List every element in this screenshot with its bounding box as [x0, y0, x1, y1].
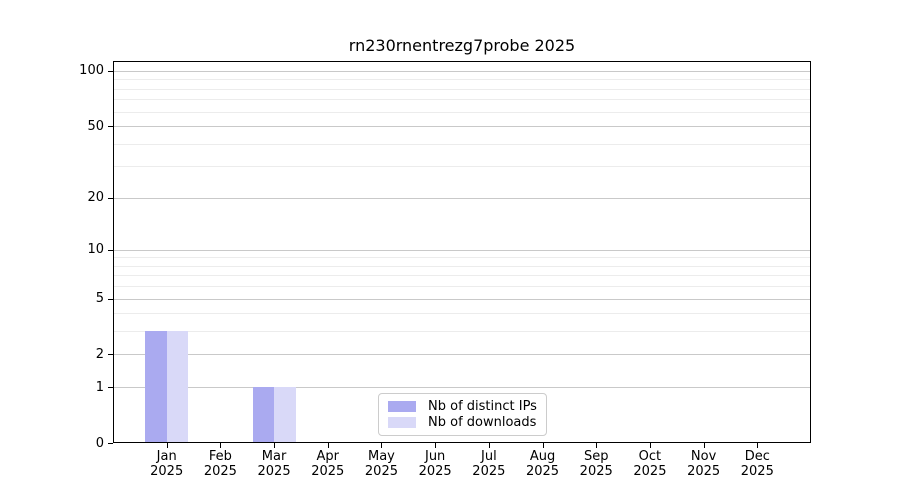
gridline-minor-8 [113, 265, 811, 267]
gridline-major-1 [113, 387, 811, 389]
y-tick-2 [108, 354, 113, 356]
x-tick-label-sep: Sep 2025 [579, 449, 613, 479]
legend-swatch-distinct-ips [388, 401, 416, 412]
gridline-minor-30 [113, 166, 811, 168]
gridline-minor-90 [113, 79, 811, 81]
gridline-minor-4 [113, 313, 811, 315]
gridline-major-50 [113, 126, 811, 128]
gridline-minor-80 [113, 88, 811, 90]
y-tick-label-1: 1 [95, 379, 104, 395]
gridline-major-10 [113, 249, 811, 251]
bar-downloads-mar [274, 387, 296, 443]
gridline-major-20 [113, 197, 811, 199]
bar-distinct-ips-mar [252, 387, 275, 443]
x-tick-label-aug: Aug 2025 [525, 449, 560, 479]
x-tick-label-jul: Jul 2025 [472, 449, 506, 479]
x-tick-label-feb: Feb 2025 [203, 449, 237, 479]
x-tick-feb [220, 443, 222, 448]
y-tick-50 [108, 126, 113, 128]
x-tick-jan [166, 443, 168, 448]
gridline-minor-3 [113, 331, 811, 333]
x-tick-label-nov: Nov 2025 [687, 449, 721, 479]
x-tick-label-oct: Oct 2025 [633, 449, 667, 479]
x-tick-oct [649, 443, 651, 448]
plot-spines [113, 61, 811, 443]
y-tick-1 [108, 387, 113, 389]
x-tick-label-jan: Jan 2025 [150, 449, 184, 479]
y-tick-label-0: 0 [95, 435, 104, 451]
x-tick-nov [703, 443, 705, 448]
y-tick-label-5: 5 [95, 291, 104, 307]
gridline-minor-70 [113, 99, 811, 101]
y-tick-100 [108, 70, 113, 72]
chart-title: rn230rnentrezg7probe 2025 [348, 36, 576, 55]
gridline-minor-40 [113, 143, 811, 145]
x-tick-aug [542, 443, 544, 448]
gridline-major-100 [113, 70, 811, 72]
legend-item-distinct-ips: Nb of distinct IPs [388, 399, 537, 414]
y-tick-0 [108, 443, 113, 444]
x-tick-jul [488, 443, 490, 448]
y-tick-label-10: 10 [87, 242, 104, 258]
legend-item-downloads: Nb of downloads [388, 415, 537, 430]
bar-downloads-jan [166, 331, 189, 443]
y-tick-label-50: 50 [87, 118, 104, 134]
gridline-major-2 [113, 354, 811, 356]
gridline-minor-60 [113, 111, 811, 113]
gridline-minor-6 [113, 286, 811, 288]
x-tick-label-may: May 2025 [364, 449, 398, 479]
x-tick-label-jun: Jun 2025 [418, 449, 452, 479]
y-tick-5 [108, 298, 113, 300]
y-tick-label-2: 2 [95, 346, 104, 362]
x-tick-apr [327, 443, 329, 448]
x-tick-label-mar: Mar 2025 [257, 449, 291, 479]
x-tick-may [381, 443, 383, 448]
x-tick-sep [596, 443, 598, 448]
legend: Nb of distinct IPs Nb of downloads [378, 393, 547, 436]
gridline-minor-7 [113, 275, 811, 277]
bar-distinct-ips-jan [145, 331, 167, 443]
x-tick-label-dec: Dec 2025 [740, 449, 774, 479]
y-tick-label-20: 20 [87, 190, 104, 206]
x-tick-mar [274, 443, 276, 448]
x-tick-dec [757, 443, 759, 448]
legend-label-distinct-ips: Nb of distinct IPs [428, 399, 537, 414]
y-tick-10 [108, 249, 113, 251]
legend-label-downloads: Nb of downloads [428, 415, 537, 430]
y-tick-label-100: 100 [79, 63, 104, 79]
x-tick-jun [435, 443, 437, 448]
y-tick-20 [108, 197, 113, 199]
gridline-major-5 [113, 298, 811, 300]
legend-swatch-downloads [388, 417, 416, 428]
x-tick-label-apr: Apr 2025 [311, 449, 345, 479]
gridline-minor-9 [113, 257, 811, 259]
